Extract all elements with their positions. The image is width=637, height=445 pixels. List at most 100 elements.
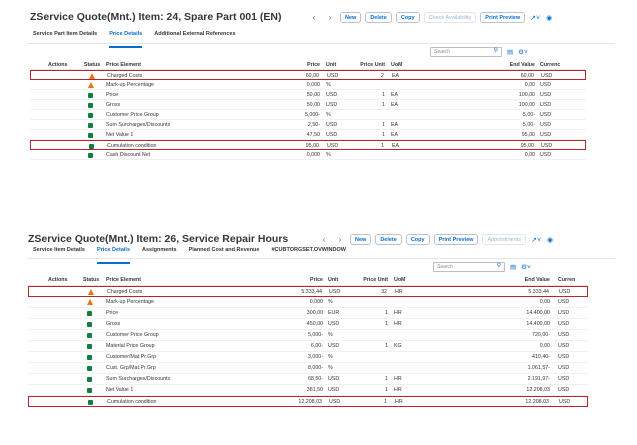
currency-cell: USD	[540, 122, 552, 128]
column-header-price[interactable]: Price	[307, 62, 320, 68]
chevron-right-icon[interactable]: ›	[338, 235, 342, 244]
search-input[interactable]: Search ⚲	[433, 262, 505, 272]
table-row[interactable]: Net Value 1 381,50 USD 1 HR 12.208,03 USD	[28, 385, 588, 396]
price-unit-cell: 1	[385, 343, 388, 349]
unit-cell: %	[326, 112, 331, 118]
table-row[interactable]: Gross 50,00 USD 1 EA 100,00 USD	[30, 100, 586, 110]
quote-item-24-panel: ZService Quote(Mnt.) Item: 24, Spare Par…	[0, 0, 637, 190]
table-settings-icon[interactable]: ▤	[507, 49, 514, 56]
uom-cell: EA	[391, 132, 399, 138]
column-header-end-value[interactable]: End Value	[524, 277, 550, 283]
price-element-cell: Customer Price Group	[106, 332, 159, 338]
table-row[interactable]: Sum Surcharges/Discounts 68,50- USD 1 HR 2.19…	[28, 374, 588, 385]
user-settings-icon[interactable]: ◉	[546, 14, 553, 22]
chevron-left-icon[interactable]: ‹	[312, 13, 316, 22]
share-icon[interactable]: ↗˅	[531, 236, 542, 244]
column-header-price-unit[interactable]: Price Unit	[363, 277, 388, 283]
print-preview-button[interactable]: Print Preview	[433, 234, 479, 245]
price-element-cell: Cust. Grp/Mat.Pr.Grp	[106, 365, 156, 371]
column-header-status[interactable]: Status	[84, 62, 101, 68]
table-row[interactable]: Cumulation condition 95,00 USD 1 EA 95,00 USD	[30, 140, 586, 150]
tab-assignments[interactable]: Assignments	[142, 247, 177, 253]
column-settings-icon[interactable]: ⚙˅	[521, 264, 531, 271]
table-row[interactable]: Price 300,00 EUR 1 HR 14.400,00 USD	[28, 308, 588, 319]
price-cell: 0,000	[309, 299, 323, 305]
table-row[interactable]: Gross 450,00 USD 1 HR 14.400,00 USD	[28, 319, 588, 330]
check-availability-button[interactable]: Check Availability	[423, 12, 477, 23]
delete-button[interactable]: Delete	[375, 234, 402, 245]
table-row[interactable]: Price 50,00 USD 1 EA 100,00 USD	[30, 90, 586, 100]
price-element-cell: Mark-up Percentage	[106, 299, 154, 305]
table-row[interactable]: Mark-up Percentage 0,000% 0,00 USD	[30, 80, 586, 90]
currency-cell: USD	[541, 73, 553, 79]
table-row[interactable]: Customer Price Group 5,000-% 5,00- USD	[30, 110, 586, 120]
tab-price-details[interactable]: Price Details	[96, 247, 131, 264]
table-row[interactable]: Net Value 1 47,50 USD 1 EA 95,00 USD	[30, 130, 586, 140]
column-header-currency[interactable]: Curren	[558, 277, 576, 283]
tab-planned-cost-and-revenue[interactable]: Planned Cost and Revenue	[188, 247, 260, 253]
end-value-cell: 14.400,00	[526, 310, 550, 316]
column-header-price-element[interactable]: Price Element	[106, 62, 142, 68]
copy-button[interactable]: Copy	[395, 12, 420, 23]
success-icon	[88, 112, 93, 118]
page-title: ZService Quote(Mnt.) Item: 26, Service R…	[28, 233, 289, 245]
column-header-price[interactable]: Price	[310, 277, 323, 283]
search-icon[interactable]: ⚲	[493, 48, 498, 54]
table-row[interactable]: Cash Discount Net 0,000% 0,00 USD	[30, 150, 586, 160]
chevron-left-icon[interactable]: ‹	[322, 235, 326, 244]
unit-cell: USD	[328, 343, 340, 349]
column-header-unit[interactable]: Unit	[326, 62, 337, 68]
appointments-button[interactable]: Appointments	[482, 234, 527, 245]
chevron-right-icon[interactable]: ›	[328, 13, 332, 22]
print-preview-button[interactable]: Print Preview	[480, 12, 526, 23]
column-header-currency[interactable]: Currenc	[540, 62, 561, 68]
column-header-uom[interactable]: UoM	[394, 277, 406, 283]
uom-cell: EA	[391, 92, 399, 98]
copy-button[interactable]: Copy	[405, 234, 430, 245]
table-row[interactable]: Material Price Group 6,00- USD 1 KG 0,00 USD	[28, 341, 588, 352]
unit-cell: %	[326, 152, 331, 158]
uom-cell: EA	[391, 102, 399, 108]
search-icon[interactable]: ⚲	[496, 263, 501, 269]
end-value-cell: 410,40-	[532, 354, 550, 360]
price-cell: 60,00	[305, 73, 319, 79]
column-header-actions[interactable]: Actions	[48, 62, 68, 68]
tab-price-details[interactable]: Price Details	[109, 31, 143, 48]
tab-service-item-details[interactable]: Service Item Details	[33, 247, 85, 253]
table-row[interactable]: Cust. Grp/Mat.Pr.Grp 8,000-% 1.061,57- USD	[28, 363, 588, 374]
column-header-end-value[interactable]: End Value	[509, 62, 535, 68]
column-header-unit[interactable]: Unit	[328, 277, 339, 283]
column-header-price-element[interactable]: Price Element	[106, 277, 142, 283]
tab-cubtorgset-ovwindow[interactable]: #CUBTORGSET.OVWINDOW	[271, 247, 346, 253]
price-cell: 95,00	[305, 143, 319, 149]
user-settings-icon[interactable]: ◉	[547, 236, 554, 244]
new-button[interactable]: New	[340, 12, 362, 23]
table-row[interactable]: Mark-up Percentage 0,000% 0,00 USD	[28, 297, 588, 308]
table-row[interactable]: Charged Costs 60,00 USD 2 EA 60,00 USD	[30, 70, 586, 80]
price-unit-cell: 1	[385, 376, 388, 382]
search-input[interactable]: Search ⚲	[430, 47, 502, 57]
currency-cell: USD	[540, 102, 552, 108]
table-row[interactable]: Customer Price Group 5,000-% 720,00- USD	[28, 330, 588, 341]
table-row[interactable]: Charged Costs 5.333,44 USD 32 HR 5.333,44 USD	[28, 286, 588, 297]
table-row[interactable]: Customer/Mat.Pr.Grp 3,000-% 410,40- USD	[28, 352, 588, 363]
share-icon[interactable]: ↗˅	[530, 14, 541, 22]
table-row[interactable]: Cumulation condition 12.208,03 USD 1 HR 12.20…	[28, 396, 588, 407]
tab-additional-external-references[interactable]: Additional External References	[154, 31, 236, 37]
tab-divider	[28, 43, 615, 44]
column-header-price-unit[interactable]: Price Unit	[360, 62, 385, 68]
price-cell: 50,00	[306, 102, 320, 108]
column-header-uom[interactable]: UoM	[391, 62, 403, 68]
delete-button[interactable]: Delete	[365, 12, 392, 23]
column-settings-icon[interactable]: ⚙˅	[518, 49, 528, 56]
new-button[interactable]: New	[350, 234, 372, 245]
tab-service-part-item-details[interactable]: Service Part Item Details	[33, 31, 98, 37]
price-element-cell: Mark-up Percentage	[106, 82, 154, 88]
column-header-status[interactable]: Status	[83, 277, 100, 283]
warning-icon	[87, 299, 93, 305]
unit-cell: USD	[328, 321, 340, 327]
column-header-actions[interactable]: Actions	[48, 277, 68, 283]
table-row[interactable]: Sum Surcharges/Discounts 2,50- USD 1 EA 5,00-…	[30, 120, 586, 130]
table-settings-icon[interactable]: ▤	[510, 264, 517, 271]
currency-cell: USD	[558, 343, 570, 349]
